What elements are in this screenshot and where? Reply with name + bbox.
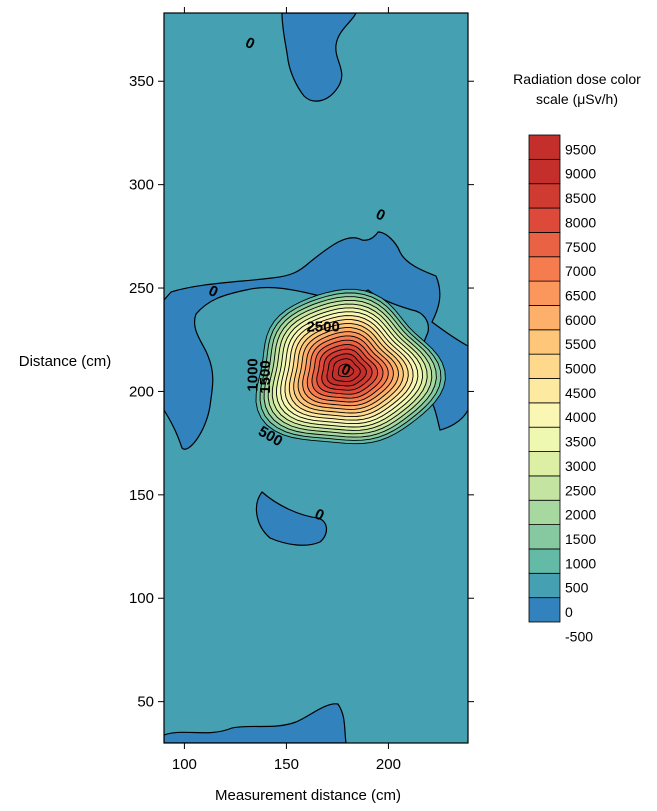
legend-swatch	[528, 499, 561, 526]
legend-label: 8000	[565, 214, 596, 230]
legend: Radiation dose color scale (μSv/h) 9500 9…	[513, 71, 641, 644]
contour-label: 1000	[245, 358, 262, 391]
legend-label: 9000	[565, 166, 596, 182]
legend-label: -500	[565, 628, 593, 644]
x-tick-label: 100	[172, 756, 197, 773]
neg-region-lower	[255, 491, 328, 546]
legend-label: 6500	[565, 287, 596, 303]
y-axis: 50 100 150 200 250 300 350	[129, 73, 474, 711]
legend-title-line1: Radiation dose color	[513, 71, 641, 87]
legend-swatch	[528, 256, 561, 282]
legend-label: 4500	[565, 385, 596, 401]
legend-colorbar	[528, 134, 561, 623]
legend-swatch	[528, 402, 561, 428]
legend-title-line2: scale (μSv/h)	[536, 91, 618, 107]
plot-area	[164, 13, 468, 743]
legend-label: 9500	[565, 141, 596, 157]
y-tick-label: 50	[137, 694, 154, 711]
legend-swatch	[528, 451, 561, 477]
legend-label: 7000	[565, 263, 596, 279]
legend-swatch	[528, 207, 561, 233]
y-tick-label: 100	[129, 590, 154, 607]
legend-labels: 9500900085008000750070006500600055005000…	[565, 141, 596, 644]
legend-swatch	[528, 329, 561, 355]
y-tick-label: 200	[129, 383, 154, 400]
x-axis-label: Measurement distance (cm)	[215, 787, 401, 804]
contour-label: 2500	[306, 318, 339, 335]
legend-swatch	[528, 183, 561, 209]
x-axis: 100 150 200	[172, 7, 401, 773]
legend-swatch	[528, 475, 561, 501]
legend-swatch	[528, 158, 561, 185]
y-tick-label: 150	[129, 487, 154, 504]
legend-label: 0	[565, 604, 573, 620]
legend-swatch	[528, 597, 561, 623]
legend-label: 500	[565, 580, 589, 596]
legend-swatch	[528, 353, 561, 379]
y-tick-label: 300	[129, 177, 154, 194]
legend-label: 8500	[565, 190, 596, 206]
legend-swatch	[528, 305, 561, 331]
x-tick-label: 150	[274, 756, 299, 773]
neg-region-bottom	[164, 703, 347, 743]
legend-swatch	[528, 280, 561, 306]
legend-label: 5000	[565, 361, 596, 377]
legend-swatch	[528, 134, 561, 160]
legend-swatch	[528, 378, 561, 404]
legend-label: 2000	[565, 507, 596, 523]
legend-label: 5500	[565, 336, 596, 352]
legend-swatch	[528, 524, 561, 550]
y-axis-label: Distance (cm)	[19, 353, 112, 370]
y-tick-label: 250	[129, 280, 154, 297]
neg-region-top	[281, 13, 357, 102]
legend-label: 3000	[565, 458, 596, 474]
hotspot-contours	[255, 288, 446, 445]
negative-regions	[164, 13, 468, 743]
y-tick-label: 350	[129, 73, 154, 90]
legend-swatch	[528, 426, 561, 452]
legend-label: 7500	[565, 239, 596, 255]
contour-label: 1500	[257, 360, 274, 393]
legend-swatch	[528, 548, 561, 574]
legend-swatch	[528, 572, 561, 599]
legend-label: 2500	[565, 482, 596, 498]
plot-frame	[163, 12, 469, 744]
legend-label: 1000	[565, 555, 596, 571]
legend-label: 6000	[565, 312, 596, 328]
contour-ring	[337, 363, 355, 378]
legend-label: 4000	[565, 409, 596, 425]
legend-label: 3500	[565, 434, 596, 450]
legend-label: 1500	[565, 531, 596, 547]
x-tick-label: 200	[376, 756, 401, 773]
legend-swatch	[528, 231, 561, 258]
